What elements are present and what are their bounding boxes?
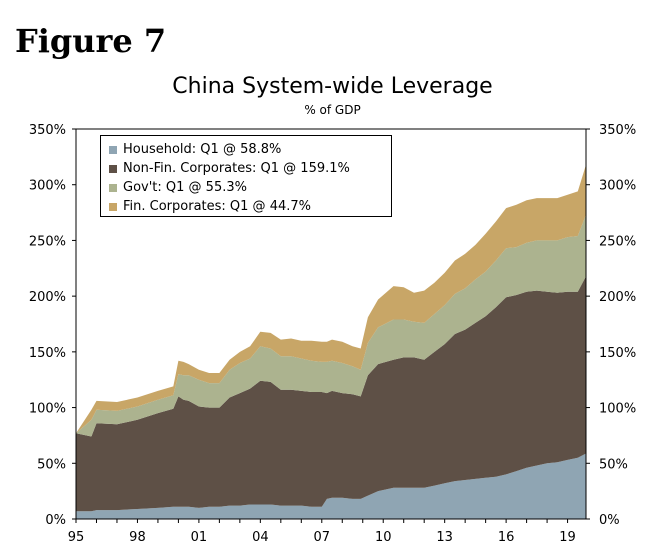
y-tick-label-right: 250% bbox=[599, 234, 636, 249]
x-tick-label: 95 bbox=[68, 530, 85, 545]
x-tick-label: 19 bbox=[559, 530, 576, 545]
legend-item: Household: Q1 @ 58.8% bbox=[109, 140, 383, 159]
y-tick-label-right: 0% bbox=[599, 513, 620, 528]
area-layers bbox=[76, 164, 586, 519]
y-tick-label-left: 200% bbox=[29, 290, 66, 305]
x-tick-label: 16 bbox=[498, 530, 515, 545]
chart-subtitle: % of GDP bbox=[304, 103, 361, 117]
y-tick-label-right: 200% bbox=[599, 290, 636, 305]
legend-item: Non-Fin. Corporates: Q1 @ 159.1% bbox=[109, 159, 383, 178]
y-tick-label-left: 350% bbox=[29, 123, 66, 138]
x-tick-label: 13 bbox=[436, 530, 453, 545]
legend-label: Household: Q1 @ 58.8% bbox=[123, 142, 282, 157]
series-area-3 bbox=[76, 164, 586, 434]
series-area-0 bbox=[76, 453, 586, 519]
y-tick-label-left: 0% bbox=[45, 513, 66, 528]
x-tick-label: 07 bbox=[314, 530, 331, 545]
y-tick-label-right: 50% bbox=[599, 457, 628, 472]
legend-swatch bbox=[109, 202, 117, 211]
legend-swatch bbox=[109, 183, 117, 192]
y-tick-label-left: 100% bbox=[29, 402, 66, 417]
plot-frame bbox=[75, 128, 587, 520]
y-tick-label-left: 250% bbox=[29, 234, 66, 249]
x-tick-label: 98 bbox=[129, 530, 146, 545]
legend-label: Non-Fin. Corporates: Q1 @ 159.1% bbox=[123, 161, 350, 176]
legend-item: Gov't: Q1 @ 55.3% bbox=[109, 178, 383, 197]
y-tick-label-left: 300% bbox=[29, 179, 66, 194]
axes: 0% 0% 50% 50% 100% 100% 150% 150% 200% 200% 250% 25… bbox=[29, 123, 636, 545]
chart-title: China System-wide Leverage bbox=[172, 74, 493, 99]
legend-swatch bbox=[109, 145, 117, 154]
y-tick-label-right: 100% bbox=[599, 402, 636, 417]
legend-label: Gov't: Q1 @ 55.3% bbox=[123, 180, 247, 195]
legend-label: Fin. Corporates: Q1 @ 44.7% bbox=[123, 199, 311, 214]
y-tick-label-right: 350% bbox=[599, 123, 636, 138]
legend: Household: Q1 @ 58.8% Non-Fin. Corporates… bbox=[100, 135, 392, 217]
x-tick-label: 01 bbox=[191, 530, 208, 545]
legend-item: Fin. Corporates: Q1 @ 44.7% bbox=[109, 197, 383, 216]
y-tick-label-left: 150% bbox=[29, 346, 66, 361]
x-tick-label: 10 bbox=[375, 530, 392, 545]
series-area-1 bbox=[76, 276, 586, 512]
series-area-2 bbox=[76, 214, 586, 437]
legend-swatch bbox=[109, 164, 117, 173]
y-tick-label-right: 150% bbox=[599, 346, 636, 361]
y-tick-label-left: 50% bbox=[37, 457, 66, 472]
x-tick-label: 04 bbox=[252, 530, 269, 545]
y-tick-label-right: 300% bbox=[599, 179, 636, 194]
figure-label: Figure 7 bbox=[15, 22, 167, 60]
